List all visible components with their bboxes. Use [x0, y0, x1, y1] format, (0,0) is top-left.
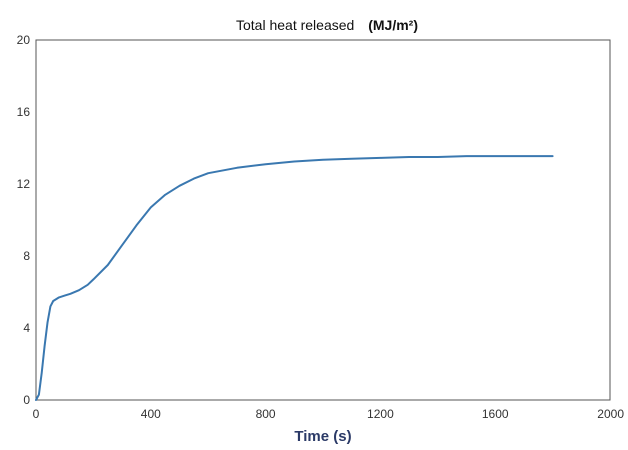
chart-title: Total heat released (MJ/m²) [236, 17, 418, 33]
x-tick-label: 2000 [597, 407, 624, 421]
x-axis-label: Time (s) [294, 428, 351, 445]
y-tick-label: 12 [17, 177, 31, 191]
x-tick-label: 400 [141, 407, 161, 421]
y-tick-label: 16 [17, 105, 31, 119]
y-tick-label: 0 [23, 393, 30, 407]
x-tick-label: 800 [256, 407, 276, 421]
y-axis-ticks: 0 4 8 12 16 20 [17, 33, 31, 407]
plot-frame [35, 39, 611, 401]
chart-title-main: Total heat released [236, 17, 354, 33]
x-axis-ticks: 0 400 800 1200 1600 2000 [33, 407, 625, 421]
y-tick-label: 4 [23, 321, 30, 335]
chart-title-unit: (MJ/m²) [368, 17, 418, 33]
x-tick-label: 1600 [482, 407, 509, 421]
y-tick-label: 8 [23, 249, 30, 263]
series-line-total-heat-released [35, 155, 554, 401]
x-tick-label: 1200 [367, 407, 394, 421]
x-tick-label: 0 [33, 407, 40, 421]
y-tick-label: 20 [17, 33, 31, 47]
